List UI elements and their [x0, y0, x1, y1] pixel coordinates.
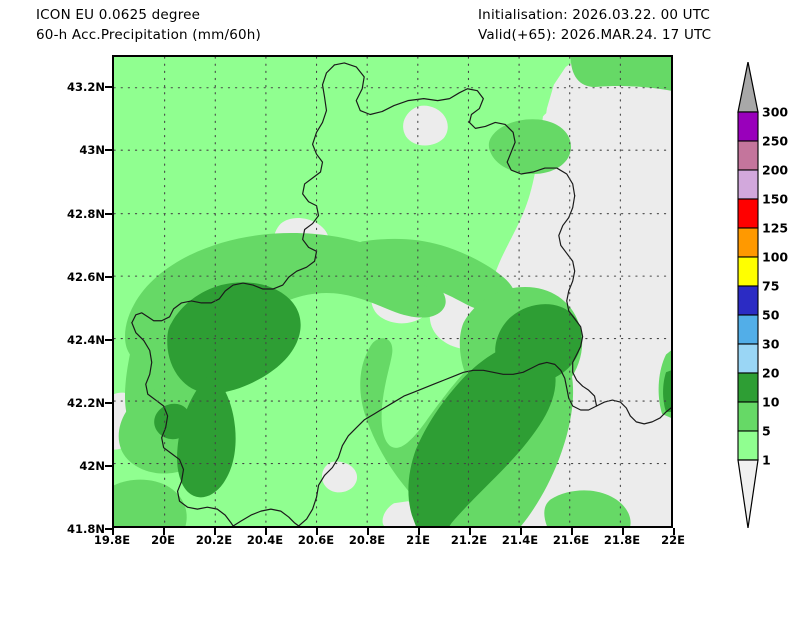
x-tick-label: 21E [406, 533, 430, 547]
x-tick-label: 21.2E [450, 533, 488, 547]
x-tick-mark [112, 528, 114, 535]
y-tick-label: 42.2N [67, 396, 105, 410]
x-tick-label: 20.2E [195, 533, 233, 547]
map-plot-area [112, 55, 673, 528]
model-name-label: ICON EU 0.0625 degree [36, 7, 201, 23]
precipitation-field [114, 57, 671, 526]
y-tick-mark [105, 213, 112, 215]
colorbar-label: 5 [762, 423, 771, 439]
colorbar-under-arrow [737, 459, 759, 528]
y-tick-label: 42.6N [67, 270, 105, 284]
x-tick-mark [520, 528, 522, 535]
colorbar-band-50-75 [737, 285, 759, 316]
band-10-20mm [154, 282, 671, 526]
colorbar-label: 30 [762, 336, 780, 352]
colorbar-band-5-10 [737, 401, 759, 432]
y-tick-mark [105, 86, 112, 88]
colorbar [737, 62, 759, 528]
colorbar-band-20-30 [737, 343, 759, 374]
y-tick-mark [105, 149, 112, 151]
x-tick-label: 22E [661, 533, 685, 547]
y-tick-mark [105, 402, 112, 404]
colorbar-label: 50 [762, 307, 780, 323]
field-description-label: 60-h Acc.Precipitation (mm/60h) [36, 27, 262, 43]
x-tick-label: 20.6E [297, 533, 335, 547]
colorbar-band-250-300 [737, 111, 759, 142]
initialisation-time-label: Initialisation: 2026.03.22. 00 UTC [478, 7, 711, 23]
colorbar-label: 10 [762, 394, 780, 410]
x-tick-label: 21.6E [552, 533, 590, 547]
y-tick-mark [105, 528, 112, 530]
x-tick-mark [214, 528, 216, 535]
y-tick-mark [105, 276, 112, 278]
colorbar-label: 75 [762, 278, 780, 294]
y-tick-label: 41.8N [67, 522, 105, 536]
x-tick-mark [163, 528, 165, 535]
x-tick-label: 20E [151, 533, 175, 547]
x-tick-mark [673, 528, 675, 535]
x-tick-label: 21.8E [603, 533, 641, 547]
x-tick-mark [469, 528, 471, 535]
y-tick-label: 42.4N [67, 333, 105, 347]
x-tick-label: 19.8E [93, 533, 131, 547]
colorbar-label: 250 [762, 133, 789, 149]
colorbar-band-75-100 [737, 256, 759, 287]
x-tick-mark [418, 528, 420, 535]
colorbar-label: 100 [762, 249, 789, 265]
colorbar-label: 1 [762, 452, 771, 468]
colorbar-label: 300 [762, 104, 789, 120]
x-tick-mark [571, 528, 573, 535]
x-tick-mark [622, 528, 624, 535]
y-tick-label: 43.2N [67, 80, 105, 94]
colorbar-label: 125 [762, 220, 789, 236]
x-tick-mark [265, 528, 267, 535]
country-borders [131, 62, 671, 526]
valid-time-label: Valid(+65): 2026.MAR.24. 17 UTC [478, 27, 712, 43]
colorbar-label: 200 [762, 162, 789, 178]
colorbar-band-125-150 [737, 198, 759, 229]
colorbar-band-10-20 [737, 372, 759, 403]
x-tick-mark [367, 528, 369, 535]
y-tick-mark [105, 465, 112, 467]
x-tick-label: 21.4E [501, 533, 539, 547]
x-tick-label: 20.4E [246, 533, 284, 547]
colorbar-label: 150 [762, 191, 789, 207]
colorbar-label: 20 [762, 365, 780, 381]
x-tick-label: 20.8E [348, 533, 386, 547]
colorbar-swatches [737, 62, 759, 528]
colorbar-band-30-50 [737, 314, 759, 345]
y-tick-mark [105, 339, 112, 341]
x-tick-mark [316, 528, 318, 535]
colorbar-band-1-5 [737, 430, 759, 461]
colorbar-band-200-250 [737, 140, 759, 171]
y-tick-label: 42.8N [67, 207, 105, 221]
colorbar-band-100-125 [737, 227, 759, 258]
y-tick-label: 43N [79, 143, 105, 157]
y-tick-label: 42N [79, 459, 105, 473]
map-gridlines [114, 57, 671, 526]
colorbar-over-arrow [737, 62, 759, 113]
colorbar-band-150-200 [737, 169, 759, 200]
